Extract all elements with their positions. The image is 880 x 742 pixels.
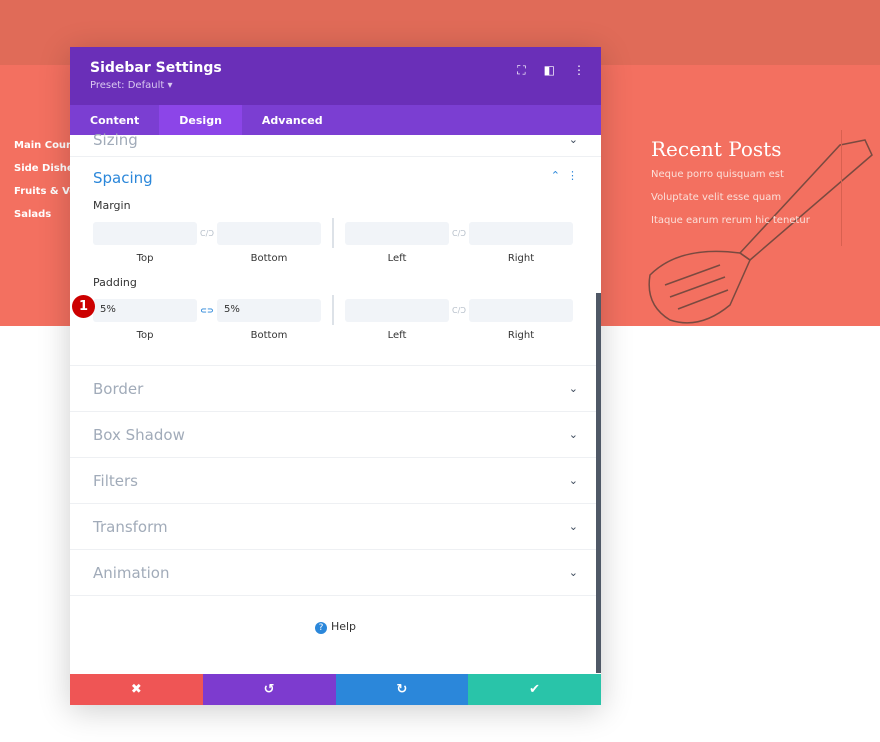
caption: Left	[387, 253, 407, 264]
split-view-icon[interactable]: ◧	[543, 63, 555, 77]
section-box-shadow[interactable]: Box Shadow ⌄	[70, 412, 601, 458]
section-title: Sizing	[93, 130, 138, 149]
tab-content[interactable]: Content	[90, 114, 140, 127]
chevron-down-icon: ⌄	[568, 474, 578, 487]
step-badge: 1	[72, 295, 95, 318]
redo-button[interactable]: ↻	[335, 674, 469, 705]
chevron-down-icon: ⌄	[568, 428, 578, 441]
cancel-button[interactable]: ✖	[70, 674, 203, 705]
spatula-illustration	[648, 139, 873, 324]
help-label: Help	[330, 620, 357, 633]
post-link[interactable]: Itaque earum rerum hic tenetur	[651, 215, 810, 226]
padding-left-input[interactable]	[345, 298, 449, 322]
category-nav: Main Cours Side Dishe Fruits & Veg Salad…	[14, 140, 83, 232]
caption: Top	[136, 330, 154, 341]
caption: Top	[136, 253, 154, 264]
chevron-down-icon: ⌄	[568, 133, 578, 146]
modal-footer: ✖ ↺ ↻ ✔	[70, 674, 601, 705]
modal-header: Sidebar Settings Preset: Default ▾ ⛶ ◧ ⋮	[70, 47, 601, 105]
recent-posts-widget: Recent Posts Neque porro quisquam est Vo…	[651, 137, 810, 238]
preset-dropdown[interactable]: Preset: Default ▾	[90, 80, 173, 91]
modal-tabs: Content Design Advanced	[70, 105, 601, 135]
section-title: Transform	[93, 517, 168, 536]
link-icon[interactable]: C/Ↄ	[200, 228, 214, 238]
tab-advanced[interactable]: Advanced	[261, 114, 323, 127]
section-title: Animation	[93, 563, 170, 582]
section-filters[interactable]: Filters ⌄	[70, 458, 601, 504]
save-button[interactable]: ✔	[468, 674, 601, 705]
divider	[841, 130, 842, 246]
post-link[interactable]: Neque porro quisquam est	[651, 169, 784, 180]
post-link[interactable]: Voluptate velit esse quam	[651, 192, 782, 203]
section-animation[interactable]: Animation ⌄	[70, 550, 601, 596]
more-options-icon[interactable]: ⋮	[573, 63, 585, 77]
nav-item[interactable]: Main Cours	[14, 140, 77, 151]
section-spacing: Spacing ⌃ ⋮ Margin C/Ↄ C/Ↄ Top Bottom Left R…	[70, 157, 601, 366]
help-link[interactable]: ? Help	[70, 620, 601, 634]
link-icon[interactable]: ⊂⊃	[200, 305, 214, 315]
help-icon: ?	[314, 622, 327, 634]
padding-bottom-input[interactable]: 5%	[217, 298, 321, 322]
caption: Bottom	[250, 330, 288, 341]
section-title[interactable]: Spacing	[93, 169, 153, 187]
chevron-down-icon: ⌄	[568, 566, 578, 579]
link-icon[interactable]: C/Ↄ	[452, 228, 466, 238]
nav-item[interactable]: Side Dishe	[14, 163, 74, 174]
fullscreen-icon[interactable]: ⛶	[517, 63, 526, 77]
nav-item[interactable]: Salads	[14, 209, 52, 220]
scrollbar[interactable]	[596, 293, 601, 673]
padding-label: Padding	[93, 276, 137, 289]
caption: Right	[507, 330, 535, 341]
margin-label: Margin	[93, 199, 131, 212]
margin-bottom-input[interactable]	[217, 221, 321, 245]
modal-title: Sidebar Settings	[90, 60, 222, 76]
chevron-down-icon: ⌄	[568, 520, 578, 533]
caption: Right	[507, 253, 535, 264]
padding-right-input[interactable]	[469, 298, 573, 322]
divider	[332, 218, 334, 248]
link-icon[interactable]: C/Ↄ	[452, 305, 466, 315]
margin-left-input[interactable]	[345, 221, 449, 245]
nav-item[interactable]: Fruits & Veg	[14, 186, 84, 197]
tab-design[interactable]: Design	[159, 105, 242, 135]
settings-modal: Sidebar Settings Preset: Default ▾ ⛶ ◧ ⋮…	[70, 47, 601, 705]
margin-top-input[interactable]	[93, 221, 197, 245]
recent-posts-title: Recent Posts	[651, 137, 782, 161]
padding-top-input[interactable]: 5%	[93, 298, 197, 322]
section-transform[interactable]: Transform ⌄	[70, 504, 601, 550]
divider	[332, 295, 334, 325]
section-sizing[interactable]: Sizing ⌄	[70, 123, 601, 157]
section-border[interactable]: Border ⌄	[70, 366, 601, 412]
margin-right-input[interactable]	[469, 221, 573, 245]
caption: Left	[387, 330, 407, 341]
more-options-icon[interactable]: ⋮	[567, 169, 578, 182]
section-title: Box Shadow	[93, 425, 185, 444]
undo-button[interactable]: ↺	[202, 674, 336, 705]
section-title: Border	[93, 379, 144, 398]
section-title: Filters	[93, 471, 138, 490]
caption: Bottom	[250, 253, 288, 264]
chevron-up-icon[interactable]: ⌃	[550, 169, 560, 182]
chevron-down-icon: ⌄	[568, 382, 578, 395]
